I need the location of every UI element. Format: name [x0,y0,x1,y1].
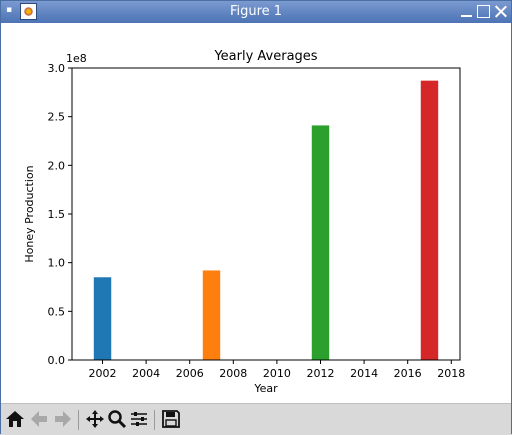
plot-area[interactable]: 2002 2004 2006 2008 2010 2012 2014 2016 2018 0.0… [1,23,511,403]
forward-button[interactable] [53,409,73,429]
window-menu-icon[interactable]: ▪ [6,5,13,15]
y-tick-label: 0.0 [48,354,66,367]
title-bar[interactable]: ▪ Figure 1 [1,1,511,23]
arrow-left-icon [31,411,47,427]
x-tick-label: 2004 [132,367,160,380]
y-offset-label: 1e8 [66,52,87,65]
x-tick-label: 2014 [350,367,378,380]
x-tick-label: 2012 [306,367,334,380]
arrow-right-icon [55,411,71,427]
y-tick-label: 3.0 [48,62,66,75]
bar-2007 [202,270,221,360]
close-icon[interactable] [494,5,507,18]
save-button[interactable] [161,409,181,429]
home-icon [6,411,24,427]
configure-subplots-button[interactable] [129,409,149,429]
x-tick-label: 2018 [437,367,465,380]
x-tick-label: 2016 [394,367,422,380]
toolbar-separator [154,410,155,430]
home-button[interactable] [5,409,25,429]
x-tick-label: 2002 [89,367,117,380]
y-tick-label: 1.0 [48,257,66,270]
bar-chart: 2002 2004 2006 2008 2010 2012 2014 2016 2018 0.0… [1,23,511,403]
y-tick-label: 2.0 [48,159,66,172]
x-tick-label: 2006 [176,367,204,380]
floppy-disk-icon [162,410,180,428]
window-title: Figure 1 [229,4,283,19]
sliders-icon [131,412,147,426]
x-tick-label: 2010 [263,367,291,380]
maximize-icon[interactable] [477,5,490,18]
toolbar-separator [78,410,79,430]
x-tick-label: 2008 [219,367,247,380]
back-button[interactable] [29,409,49,429]
bar-2002 [93,277,112,360]
bar-2017 [420,80,439,361]
move-icon [86,410,104,428]
zoom-button[interactable] [107,409,127,429]
y-axis-label: Honey Production [23,165,36,262]
x-axis-label: Year [253,382,278,395]
magnifier-icon [108,410,127,429]
chart-title: Yearly Averages [213,49,317,64]
navigation-toolbar [1,403,511,435]
pan-button[interactable] [85,409,105,429]
y-tick-label: 1.5 [48,208,66,221]
y-tick-label: 0.5 [48,305,66,318]
y-tick-label: 2.5 [48,111,66,124]
minimize-icon[interactable] [460,5,473,18]
app-icon [20,3,37,20]
bar-2012 [311,125,330,360]
